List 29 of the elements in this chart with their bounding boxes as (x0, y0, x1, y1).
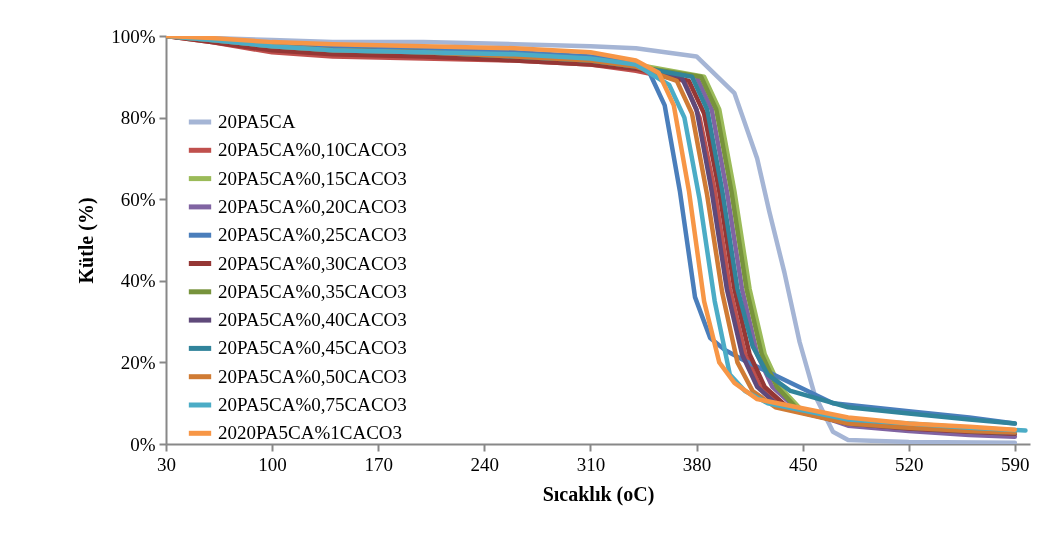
legend-label: 20PA5CA%0,20CACO3 (218, 195, 407, 217)
x-tick-label: 170 (364, 453, 393, 475)
legend-label: 2020PA5CA%1CACO3 (218, 422, 403, 444)
x-tick-label: 520 (894, 453, 924, 475)
y-tick-label: 100% (111, 25, 156, 47)
legend-label: 20PA5CA%0,25CACO3 (218, 224, 407, 246)
x-axis-title: Sıcaklık (oC) (542, 482, 655, 506)
x-tick-label: 310 (576, 453, 606, 475)
x-tick-label: 380 (682, 453, 712, 475)
y-tick-label: 0% (130, 433, 156, 455)
legend-label: 20PA5CA%0,10CACO3 (218, 139, 407, 161)
y-tick-label: 20% (120, 351, 156, 373)
y-axis-title: Kütle (%) (75, 197, 99, 284)
legend-label: 20PA5CA%0,50CACO3 (218, 365, 407, 387)
y-tick-label: 40% (120, 270, 156, 292)
x-tick-label: 240 (470, 453, 500, 475)
x-tick-label: 30 (157, 453, 176, 475)
legend-label: 20PA5CA%0,40CACO3 (218, 309, 407, 331)
x-tick-label: 590 (1001, 453, 1030, 475)
legend-label: 20PA5CA%0,45CACO3 (218, 337, 407, 359)
legend-label: 20PA5CA (218, 111, 296, 132)
x-tick-label: 450 (788, 453, 818, 475)
y-tick-label: 80% (120, 107, 156, 129)
legend-label: 20PA5CA%0,30CACO3 (218, 252, 407, 274)
legend-label: 20PA5CA%0,15CACO3 (218, 167, 407, 189)
y-tick-label: 60% (120, 188, 156, 210)
legend-label: 20PA5CA%0,35CACO3 (218, 280, 407, 302)
x-tick-label: 100 (258, 453, 287, 475)
legend-label: 20PA5CA%0,75CACO3 (218, 394, 407, 415)
